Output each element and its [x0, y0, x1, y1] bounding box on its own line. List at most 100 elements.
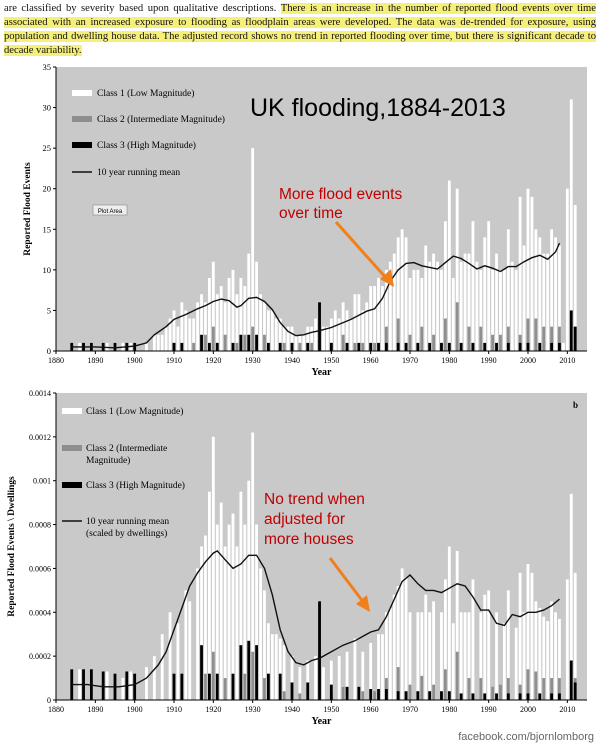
class1-bar [487, 590, 491, 700]
class3-bar [518, 693, 522, 700]
class1-bar [200, 546, 203, 700]
class3-bar [483, 342, 487, 351]
class2-bar [384, 678, 388, 700]
y-tick-label: 0.0004 [29, 608, 51, 617]
class3-bar [416, 691, 420, 700]
class1-bar [341, 302, 345, 351]
legend-label-1: Class 1 (Low Magnitude) [97, 88, 194, 99]
class2-bar [263, 334, 266, 351]
class1-bar [404, 577, 408, 700]
class1-bar [381, 286, 384, 351]
class1-bar [467, 253, 471, 351]
class1-bar [428, 261, 432, 351]
class1-bar [530, 572, 534, 700]
class3-bar [133, 673, 137, 700]
class1-bar [495, 253, 498, 351]
class2-bar [534, 318, 538, 351]
class2-bar [361, 691, 365, 700]
x-tick-label: 2010 [559, 356, 575, 365]
class3-bar [200, 334, 203, 351]
class3-bar [357, 342, 361, 351]
class1-bar [526, 188, 530, 351]
class3-bar [200, 645, 203, 700]
class1-bar [502, 269, 506, 351]
class1-bar [251, 148, 255, 351]
class3-bar [318, 601, 321, 700]
class1-bar [443, 579, 447, 700]
class1-bar [546, 253, 550, 351]
class3-bar [133, 342, 137, 351]
class2-bar [432, 334, 436, 351]
class1-bar [491, 269, 495, 351]
legend-label-4: 10 year running mean [97, 168, 180, 178]
class1-bar [463, 253, 467, 351]
legend-swatch-2 [62, 445, 82, 451]
class3-bar [550, 693, 554, 700]
legend-label-2-2: Magnitude) [86, 455, 130, 466]
x-tick-label: 1960 [363, 705, 379, 714]
y-tick-label: 30 [43, 103, 52, 113]
class3-bar [495, 342, 498, 351]
class1-bar [314, 656, 318, 700]
class1-bar [337, 318, 341, 351]
class1-bar [416, 612, 420, 700]
class3-bar [440, 691, 443, 700]
annotation: No trend when adjusted for more houses [264, 491, 370, 612]
class3-bar [526, 693, 530, 700]
x-tick-label: 1950 [323, 705, 339, 714]
class1-bar [239, 491, 243, 700]
x-tick-label: 1980 [441, 356, 457, 365]
class2-bar [298, 342, 302, 351]
class2-bar [373, 342, 377, 351]
class1-bar [337, 656, 341, 700]
class2-bar [499, 684, 502, 700]
y-tick-label: 0.0014 [29, 389, 51, 398]
class1-bar [211, 436, 215, 700]
x-tick-label: 1980 [441, 705, 457, 714]
class2-bar [479, 326, 483, 351]
y-tick-label: 10 [43, 265, 52, 275]
class1-bar [558, 245, 561, 351]
class2-bar [479, 678, 483, 700]
x-tick-label: 1950 [323, 356, 339, 365]
class1-bar [455, 550, 459, 700]
class1-bar [381, 634, 384, 700]
class3-bar [180, 342, 184, 351]
class1-bar [184, 590, 188, 700]
class1-bar [432, 601, 436, 700]
class1-bar [396, 237, 400, 351]
class2-bar [211, 651, 215, 700]
class1-bar [263, 590, 266, 700]
class3-bar [404, 691, 408, 700]
class3-bar [428, 342, 432, 351]
x-axis-title: Year [312, 716, 333, 727]
class3-bar [215, 673, 219, 700]
legend-swatch-2 [72, 116, 92, 122]
class3-bar [290, 682, 294, 700]
x-tick-label: 1900 [127, 356, 143, 365]
class1-bar [447, 546, 451, 700]
class1-bar [176, 623, 180, 700]
class1-bar [459, 261, 463, 351]
class1-bar [384, 269, 388, 351]
class1-bar [369, 286, 373, 351]
class2-bar [223, 678, 227, 700]
class1-bar [365, 302, 369, 351]
class1-bar [243, 286, 247, 351]
y-tick-label: 5 [47, 305, 51, 315]
class1-bar [392, 253, 396, 351]
class3-bar [569, 310, 573, 351]
class3-bar [231, 673, 235, 700]
class1-bar [526, 564, 530, 700]
class2-bar [420, 675, 424, 700]
class1-bar [506, 229, 510, 351]
class3-bar [101, 671, 105, 700]
class1-bar [105, 671, 109, 700]
class1-bar [542, 253, 546, 351]
class2-bar [223, 334, 227, 351]
class3-bar [558, 693, 561, 700]
class2-bar [396, 667, 400, 700]
x-tick-label: 1930 [245, 356, 261, 365]
class1-bar [255, 524, 259, 700]
class1-bar [302, 334, 306, 351]
